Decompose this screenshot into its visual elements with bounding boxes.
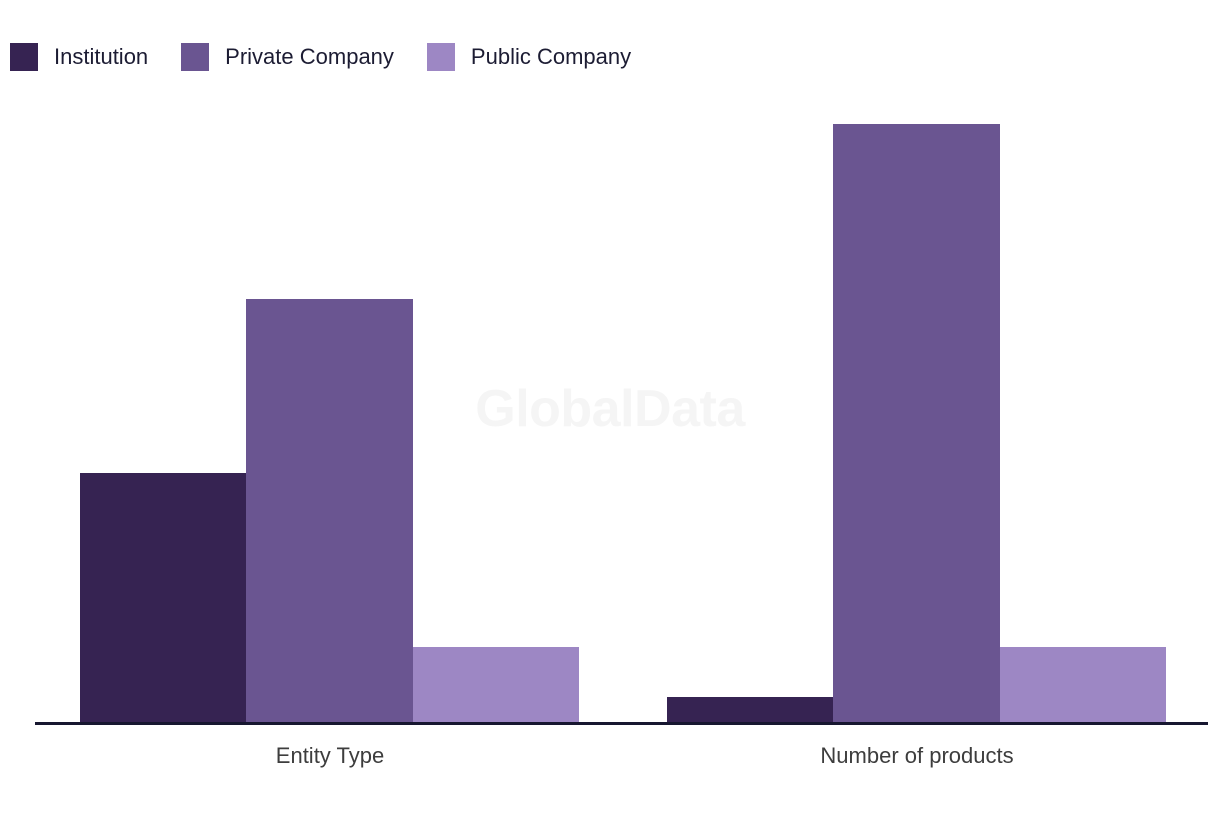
- category-label-number-of-products: Number of products: [820, 743, 1014, 768]
- legend: Institution Private Company Public Compa…: [10, 43, 631, 71]
- legend-item-private-company: Private Company: [181, 43, 394, 71]
- legend-swatch-private-company: [181, 43, 210, 71]
- legend-label-public-company: Public Company: [470, 44, 632, 69]
- bar-institution-number-of-products: [667, 697, 834, 722]
- legend-item-institution: Institution: [10, 43, 148, 71]
- legend-item-public-company: Public Company: [426, 43, 632, 71]
- category-label-entity-type: Entity Type: [275, 743, 385, 768]
- legend-label-private-company: Private Company: [225, 44, 394, 69]
- bar-public-company-number-of-products: [999, 647, 1166, 722]
- legend-swatch-public-company: [426, 43, 455, 71]
- legend-label-institution: Institution: [54, 44, 149, 69]
- bar-private-company-number-of-products: [833, 124, 1000, 722]
- watermark-globaldata: GlobalData: [475, 380, 745, 438]
- bar-public-company-entity-type: [412, 647, 579, 722]
- x-axis-line: [35, 722, 1208, 725]
- bar-private-company-entity-type: [246, 298, 413, 722]
- legend-swatch-institution: [10, 43, 38, 71]
- bar-institution-entity-type: [80, 473, 247, 722]
